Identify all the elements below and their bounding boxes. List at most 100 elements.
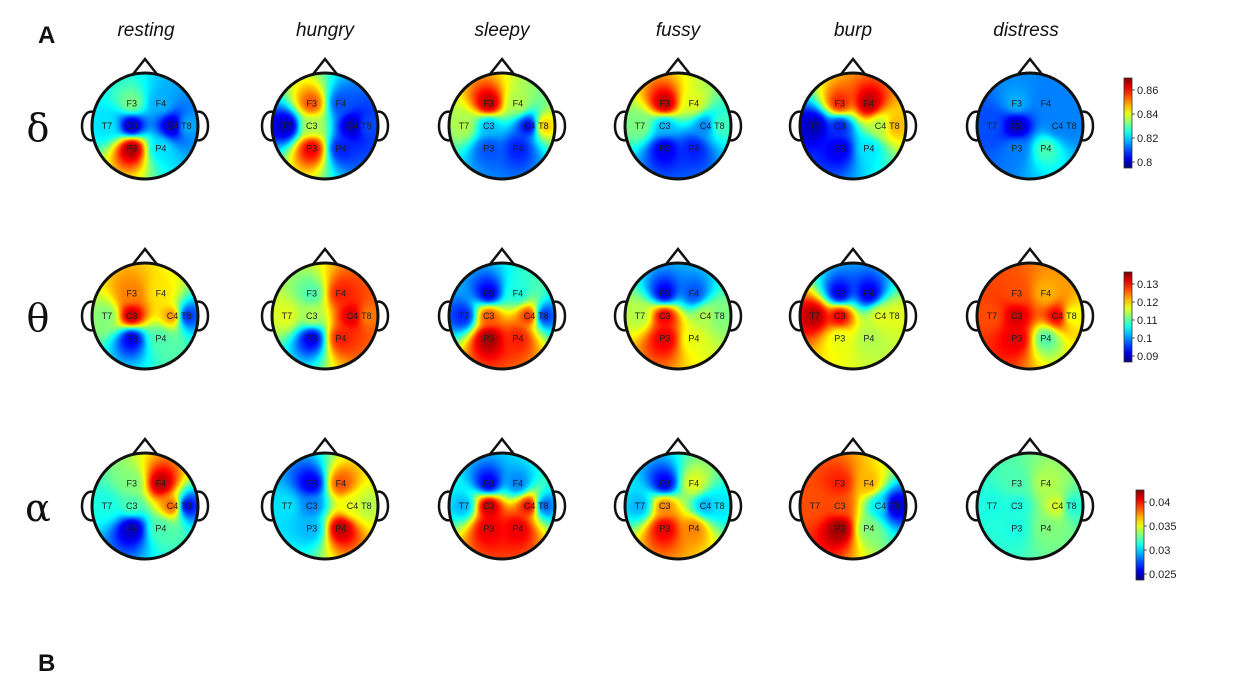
electrode-label-f3: F3 xyxy=(659,289,670,299)
electrode-label-c3: C3 xyxy=(834,311,846,321)
electrode-label-f4: F4 xyxy=(336,289,347,299)
head-outline xyxy=(270,261,380,371)
electrode-label-t8: T8 xyxy=(889,121,900,131)
electrode-label-f3: F3 xyxy=(834,99,845,109)
head-outline xyxy=(623,71,733,181)
electrode-label-f3: F3 xyxy=(306,289,317,299)
electrode-label-f4: F4 xyxy=(513,289,524,299)
electrode-label-p4: P4 xyxy=(155,523,166,533)
nose-outline xyxy=(1014,56,1046,79)
electrode-label-t7: T7 xyxy=(282,121,293,131)
electrode-label-c4: C4 xyxy=(347,311,359,321)
colorbar-tick-label: 0.1 xyxy=(1137,333,1152,345)
electrode-label-t7: T7 xyxy=(635,501,646,511)
electrode-label-f4: F4 xyxy=(1041,479,1052,489)
left-ear-outline xyxy=(437,300,452,332)
left-ear-outline xyxy=(965,490,980,522)
nose-outline xyxy=(1014,246,1046,269)
electrode-label-t8: T8 xyxy=(538,311,549,321)
nose-outline xyxy=(662,246,694,269)
topomap-sleepy-band-2: F3 F4 C3 C4 T7 T8 P3 P4 xyxy=(437,436,567,561)
left-ear-outline xyxy=(80,490,95,522)
head-outline xyxy=(975,71,1085,181)
head-outline xyxy=(975,261,1085,371)
electrode-label-c3: C3 xyxy=(1011,311,1023,321)
nose-outline xyxy=(309,246,341,269)
condition-label-sleepy: sleepy xyxy=(474,20,530,41)
head-outline xyxy=(447,451,557,561)
condition-label-fussy: fussy xyxy=(655,20,701,41)
electrode-label-p3: P3 xyxy=(1011,143,1022,153)
right-ear-outline xyxy=(552,110,567,142)
colorbar-gradient xyxy=(1123,271,1133,363)
head-outline xyxy=(798,261,908,371)
electrode-label-t7: T7 xyxy=(810,311,821,321)
topomap-burp-band-0: F3 F4 C3 C4 T7 T8 P3 P4 xyxy=(788,56,918,181)
colorbar-tick-label: 0.13 xyxy=(1137,279,1158,291)
electrode-label-p3: P3 xyxy=(659,143,670,153)
right-ear-outline xyxy=(375,490,390,522)
colorbar-tick-label: 0.025 xyxy=(1149,569,1177,581)
electrode-label-t7: T7 xyxy=(459,501,470,511)
nose-outline xyxy=(662,436,694,459)
right-ear-outline xyxy=(1080,490,1095,522)
left-ear-outline xyxy=(437,110,452,142)
electrode-label-f4: F4 xyxy=(864,479,875,489)
electrode-label-t8: T8 xyxy=(538,121,549,131)
colorbar-tick-label: 0.82 xyxy=(1137,133,1158,145)
electrode-label-p4: P4 xyxy=(335,523,346,533)
band-label-delta: δ xyxy=(26,106,50,150)
electrode-label-c3: C3 xyxy=(659,311,671,321)
topomap-sleepy-band-0: F3 F4 C3 C4 T7 T8 P3 P4 xyxy=(437,56,567,181)
electrode-label-p3: P3 xyxy=(483,333,494,343)
electrode-label-t8: T8 xyxy=(538,501,549,511)
electrode-label-f3: F3 xyxy=(483,479,494,489)
electrode-label-f3: F3 xyxy=(126,479,137,489)
head-outline xyxy=(447,71,557,181)
electrode-label-f3: F3 xyxy=(483,289,494,299)
electrode-label-c4: C4 xyxy=(524,121,536,131)
nose-outline xyxy=(486,56,518,79)
electrode-label-p3: P3 xyxy=(126,523,137,533)
topomap-heat xyxy=(449,453,555,559)
nose-outline xyxy=(486,436,518,459)
electrode-label-p3: P3 xyxy=(483,523,494,533)
band-label-alpha: α xyxy=(25,486,51,530)
nose-outline xyxy=(837,246,869,269)
left-ear-outline xyxy=(613,490,628,522)
nose-outline xyxy=(486,246,518,269)
electrode-label-c4: C4 xyxy=(1052,121,1064,131)
electrode-label-p4: P4 xyxy=(863,523,874,533)
topomap-resting-band-1: F3 F4 C3 C4 T7 T8 P3 P4 xyxy=(80,246,210,371)
electrode-label-t7: T7 xyxy=(635,311,646,321)
colorbar-gradient xyxy=(1123,77,1133,169)
left-ear-outline xyxy=(788,490,803,522)
head-outline xyxy=(798,451,908,561)
electrode-label-f4: F4 xyxy=(864,289,875,299)
right-ear-outline xyxy=(903,110,918,142)
left-ear-outline xyxy=(613,110,628,142)
electrode-label-t8: T8 xyxy=(714,311,725,321)
electrode-label-f3: F3 xyxy=(659,479,670,489)
electrode-label-f4: F4 xyxy=(689,99,700,109)
electrode-label-p3: P3 xyxy=(126,333,137,343)
colorbar-tick-label: 0.035 xyxy=(1149,521,1177,533)
electrode-label-p4: P4 xyxy=(1040,143,1051,153)
electrode-label-p4: P4 xyxy=(1040,333,1051,343)
colorbar-tick-label: 0.09 xyxy=(1137,351,1158,363)
electrode-label-c4: C4 xyxy=(1052,311,1064,321)
right-ear-outline xyxy=(375,110,390,142)
nose-outline xyxy=(129,246,161,269)
electrode-label-t8: T8 xyxy=(361,501,372,511)
topomap-heat xyxy=(272,73,378,179)
electrode-label-c3: C3 xyxy=(483,121,495,131)
nose-outline xyxy=(1014,436,1046,459)
electrode-label-p4: P4 xyxy=(1040,523,1051,533)
colorbar-tick-label: 0.03 xyxy=(1149,545,1170,557)
topomap-heat xyxy=(977,73,1083,179)
electrode-label-p4: P4 xyxy=(863,333,874,343)
topomap-heat xyxy=(449,73,555,179)
electrode-label-p4: P4 xyxy=(688,143,699,153)
electrode-label-t7: T7 xyxy=(810,121,821,131)
topomap-fussy-band-0: F3 F4 C3 C4 T7 T8 P3 P4 xyxy=(613,56,743,181)
